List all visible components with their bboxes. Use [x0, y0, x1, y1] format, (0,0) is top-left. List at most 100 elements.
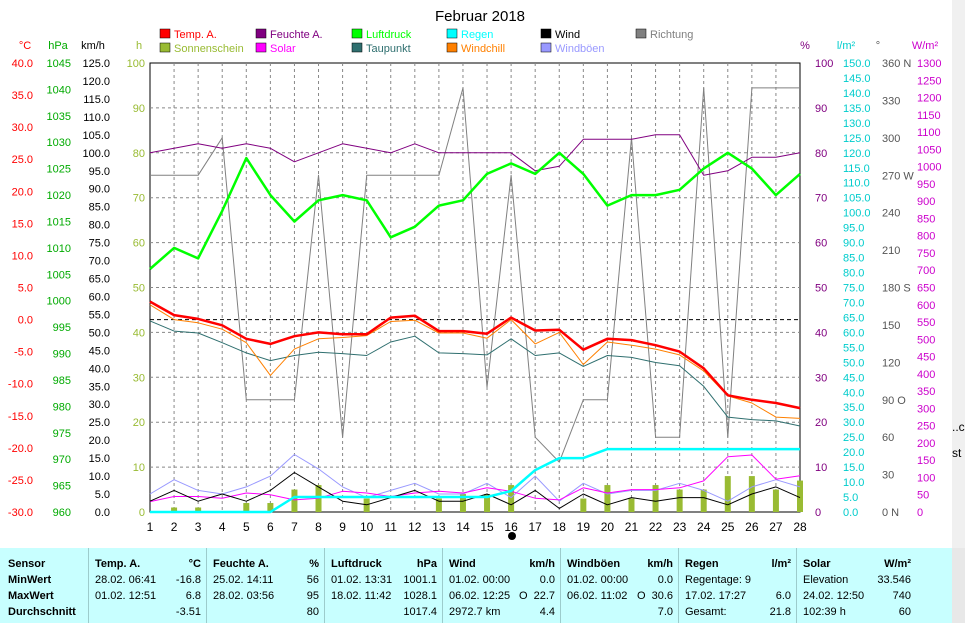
legend-swatch-5 — [635, 28, 647, 39]
axis-tick-deg: 90 O — [882, 395, 906, 407]
x-tick-label: 6 — [267, 520, 274, 534]
axis-tick-kmh: 25.0 — [89, 417, 110, 429]
stats-feuchte-min: 56 — [306, 574, 319, 586]
series-line-windb-en — [149, 454, 801, 502]
axis-tick-lm2: 45.0 — [843, 372, 864, 384]
stats-luftdruck-unit: hPa — [416, 558, 437, 570]
sunshine-bar — [171, 507, 178, 512]
x-tick-label: 8 — [315, 520, 322, 534]
axis-tick-pct: 70 — [815, 193, 827, 205]
axis-tick-hpa: 1000 — [47, 296, 71, 308]
stats-feuchte-min-datetime: 25.02. 14:11 — [213, 574, 274, 586]
axis-tick-lm2: 25.0 — [843, 432, 864, 444]
x-tick-label: 27 — [769, 520, 783, 534]
axis-tick-kmh: 15.0 — [89, 453, 110, 465]
stats-temp-unit: °C — [188, 558, 201, 570]
axis-tick-wm2: 950 — [917, 179, 935, 191]
axis-tick-h: 10 — [133, 462, 145, 474]
stats-boeen-avg: 7.0 — [657, 606, 673, 618]
axis-tick-lm2: 15.0 — [843, 462, 864, 474]
axis-tick-hpa: 1045 — [47, 58, 71, 70]
weather-chart: Februar 2018 Temp. A. Feuchte A. Luftdruck… — [0, 0, 952, 548]
stats-boeen-column: Windböen km/h 01.02. 00:00 0.0 06.02. 11… — [560, 548, 679, 623]
series-line-solar — [149, 454, 801, 503]
stats-luftdruck-min: 1001.1 — [403, 574, 437, 586]
series-line-temp-a- — [149, 300, 801, 410]
axis-tick-pct: 30 — [815, 372, 827, 384]
stats-temp-column: Temp. A. °C 28.02. 06:41 -16.8 01.02. 12… — [88, 548, 207, 623]
stats-wind-avg: 4.4 — [539, 606, 555, 618]
x-tick-label: 15 — [480, 520, 494, 534]
axis-tick-deg: 210 — [882, 245, 900, 257]
axis-tick-wm2: 50 — [917, 490, 929, 502]
stats-wind-header: Wind — [449, 558, 476, 570]
stats-solar-unit: W/m² — [884, 558, 911, 570]
stats-solar-max: 740 — [892, 590, 911, 602]
axis-tick-kmh: 100.0 — [82, 148, 110, 160]
legend-label-0: Temp. A. — [174, 29, 217, 41]
sunshine-bar — [628, 498, 635, 512]
axis-tick-wm2: 850 — [917, 213, 935, 225]
axis-tick-kmh: 30.0 — [89, 399, 110, 411]
axis-unit-lm2: l/m² — [837, 40, 856, 52]
axis-tick-hpa: 960 — [53, 507, 71, 519]
legend-swatch-1 — [255, 28, 267, 39]
stats-luftdruck-max: 1028.1 — [403, 590, 437, 602]
axis-tick-deg: 270 W — [882, 170, 914, 182]
series-line-taupunkt — [149, 320, 801, 427]
stats-solar-header: Solar — [803, 558, 831, 570]
stats-feuchte-unit: % — [309, 558, 319, 570]
axis-tick-wm2: 150 — [917, 455, 935, 467]
axis-tick-temp: 5.0 — [18, 283, 33, 295]
legend-label-10: Windböen — [555, 43, 605, 55]
sunshine-bar — [652, 485, 659, 512]
axis-tick-kmh: 70.0 — [89, 256, 110, 268]
axis-tick-kmh: 40.0 — [89, 363, 110, 375]
stats-solar-hours: 102:39 h — [803, 606, 846, 618]
axis-tick-kmh: 115.0 — [83, 94, 110, 106]
axis-tick-hpa: 985 — [53, 375, 71, 387]
sunshine-bar — [195, 507, 202, 512]
axis-tick-lm2: 55.0 — [843, 342, 864, 354]
sunshine-bar — [508, 485, 515, 512]
stats-table: Sensor MinWert MaxWert Durchschnitt Temp… — [0, 548, 952, 623]
legend-swatch-10 — [540, 42, 552, 53]
axis-tick-kmh: 50.0 — [89, 327, 110, 339]
x-tick-label: 20 — [601, 520, 615, 534]
vertical-scrollbar[interactable] — [952, 548, 965, 623]
x-tick-label: 1 — [147, 520, 154, 534]
axis-tick-lm2: 0.0 — [843, 507, 858, 519]
axis-tick-lm2: 135.0 — [843, 103, 871, 115]
stats-temp-header: Temp. A. — [95, 558, 141, 570]
axis-tick-deg: 120 — [882, 357, 900, 369]
axis-tick-wm2: 650 — [917, 283, 935, 295]
axis-tick-wm2: 550 — [917, 317, 935, 329]
sunshine-bar — [724, 476, 731, 512]
stats-temp-avg: -3.51 — [175, 606, 201, 618]
axis-tick-h: 50 — [133, 283, 145, 295]
axis-tick-pct: 100 — [815, 58, 833, 70]
axis-tick-wm2: 1150 — [917, 110, 941, 122]
stats-boeen-max: 30.6 — [651, 590, 673, 602]
stats-regen-max: 6.0 — [775, 590, 791, 602]
stats-regen-total: 21.8 — [769, 606, 791, 618]
stats-wind-max-direction: O — [519, 590, 528, 602]
stats-wind-max-datetime: 06.02. 12:25 — [449, 590, 511, 602]
axis-tick-h: 20 — [133, 417, 145, 429]
axis-tick-lm2: 65.0 — [843, 312, 864, 324]
axis-tick-lm2: 90.0 — [843, 238, 864, 250]
stats-regen-max-datetime: 17.02. 17:27 — [685, 590, 747, 602]
axis-tick-lm2: 10.0 — [843, 477, 864, 489]
x-tick-label: 2 — [171, 520, 178, 534]
stats-row-min-label: MinWert — [8, 574, 52, 586]
sunshine-bar — [797, 480, 803, 512]
axis-tick-lm2: 115.0 — [843, 163, 870, 175]
axis-tick-lm2: 70.0 — [843, 297, 864, 309]
axis-tick-deg: 30 — [882, 470, 894, 482]
sunshine-bar — [291, 489, 298, 512]
axis-tick-temp: 40.0 — [12, 58, 33, 70]
axis-tick-deg: 330 — [882, 95, 900, 107]
axis-tick-lm2: 100.0 — [843, 208, 871, 220]
axis-unit-hpa: hPa — [48, 40, 68, 52]
legend-swatch-2 — [351, 28, 363, 39]
